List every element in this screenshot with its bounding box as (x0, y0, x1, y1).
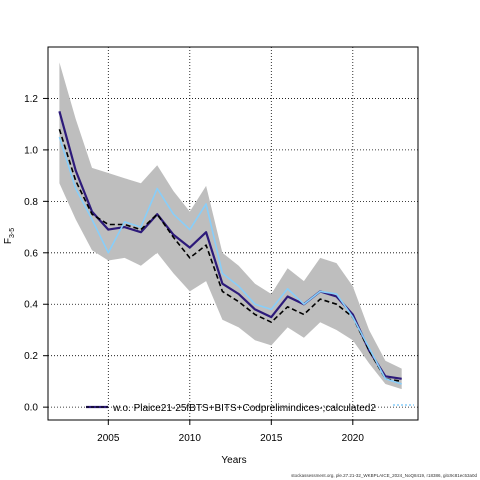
x-tick-label: 2010 (179, 433, 202, 444)
series-lines (58, 111, 402, 385)
legend: w.o. Plaice21-25fBTS+BITS+Codprelimindic… (86, 403, 414, 414)
y-tick-label: 0.8 (24, 197, 38, 208)
x-axis-title: Years (221, 455, 246, 466)
y-axis-title-sub: 3-5 (9, 228, 16, 238)
footer-credit: stockassessment.org, ple.27.21-32_WKBPLA… (291, 473, 477, 478)
confidence-band (59, 62, 402, 390)
x-axis: 2005 2010 2015 2020 (97, 420, 364, 444)
y-axis-title-main: F (3, 238, 14, 244)
y-tick-label: 0.2 (24, 351, 38, 362)
y-tick-label: 0.4 (24, 300, 38, 311)
y-tick-label: 1.2 (24, 94, 38, 105)
ci-band (59, 62, 402, 390)
x-tick-label: 2020 (342, 433, 365, 444)
y-axis-title: F3-5 (3, 228, 16, 244)
legend-label: w.o. Plaice21-25fBTS+BITS+Codprelimindic… (112, 403, 376, 414)
x-tick-label: 2015 (260, 433, 283, 444)
plot-frame (47, 46, 419, 421)
y-axis: 0.0 0.2 0.4 0.6 0.8 1.0 1.2 (24, 94, 48, 414)
series-line-2 (58, 129, 402, 383)
y-tick-label: 0.0 (24, 403, 38, 414)
x-tick-label: 2005 (97, 433, 120, 444)
series-line-3 (58, 136, 402, 385)
y-tick-label: 1.0 (24, 145, 38, 156)
y-tick-label: 0.6 (24, 248, 38, 259)
